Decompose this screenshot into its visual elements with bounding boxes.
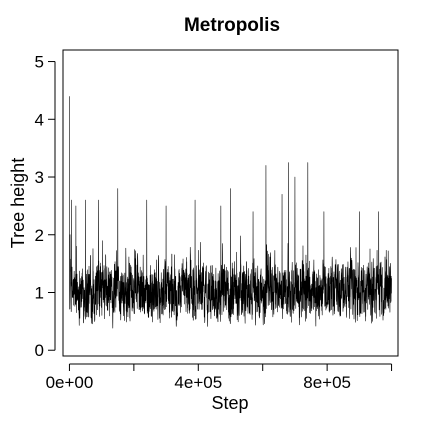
y-axis: 0 1 2 3 4 5: [35, 53, 56, 360]
x-tick-label: 4e+05: [174, 373, 222, 392]
y-axis-label: Tree height: [8, 158, 28, 248]
x-axis: 0e+00 4e+05 8e+05: [46, 363, 393, 392]
y-tick-label: 3: [35, 168, 44, 187]
trace-series: [69, 96, 392, 329]
y-tick-label: 0: [35, 341, 44, 360]
y-tick-label: 2: [35, 226, 44, 245]
y-tick-label: 4: [35, 110, 44, 129]
y-tick-label: 5: [35, 53, 44, 72]
x-tick-label: 8e+05: [303, 373, 351, 392]
x-axis-label: Step: [211, 393, 248, 413]
chart-title: Metropolis: [184, 15, 280, 36]
trace-line: [69, 96, 392, 329]
x-tick-label: 0e+00: [46, 373, 94, 392]
plot-frame: [62, 49, 399, 357]
y-tick-label: 1: [35, 283, 44, 302]
